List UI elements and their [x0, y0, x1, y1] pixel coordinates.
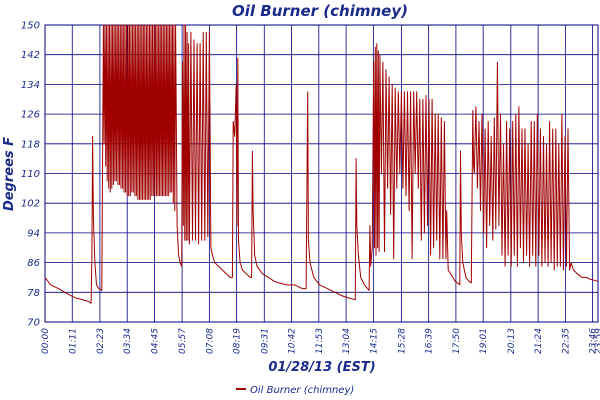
x-tick-label: 23:59	[594, 328, 600, 354]
x-tick-label: 15:28	[397, 328, 407, 354]
y-tick-label: 150	[21, 21, 40, 32]
x-tick-label: 20:13	[507, 328, 517, 354]
x-tick-label: 13:04	[342, 328, 352, 354]
x-tick-label: 22:35	[561, 328, 571, 354]
x-tick-label: 02:23	[96, 328, 106, 354]
y-tick-labels: 70 78 86 94 102 110 118 126 134 142 150	[21, 21, 40, 329]
y-axis-label: Degrees F	[2, 137, 17, 211]
y-tick-label: 94	[27, 228, 40, 239]
x-tick-label: 17:50	[452, 328, 462, 354]
x-tick-label: 03:34	[123, 328, 133, 354]
x-tick-label: 19:01	[479, 328, 489, 354]
x-tick-label: 01:11	[68, 328, 78, 354]
series-line	[44, 24, 599, 304]
x-tick-label: 04:45	[150, 328, 160, 354]
x-tick-label: 09:31	[260, 328, 270, 354]
chart-title: Oil Burner (chimney)	[232, 2, 408, 20]
x-tick-label: 21:24	[534, 328, 544, 354]
y-tick-label: 142	[21, 50, 40, 61]
y-tick-label: 126	[21, 110, 40, 121]
y-tick-label: 70	[27, 318, 40, 329]
y-tick-label: 118	[21, 139, 40, 150]
x-tick-label: 14:15	[369, 328, 379, 354]
x-axis-label: 01/28/13 (EST)	[268, 360, 375, 375]
y-tick-label: 134	[21, 80, 40, 91]
y-tick-label: 78	[27, 288, 40, 299]
x-tick-label: 10:42	[288, 328, 298, 354]
y-tick-label: 86	[27, 258, 40, 269]
legend-label: Oil Burner (chimney)	[250, 385, 354, 396]
x-tick-label: 11:53	[315, 328, 325, 354]
x-tick-label: 07:08	[205, 328, 215, 354]
y-tick-label: 102	[21, 199, 40, 210]
series-layer	[44, 24, 599, 304]
x-tick-label: 00:00	[41, 328, 51, 354]
x-tick-label: 05:57	[178, 328, 188, 354]
x-tick-label: 16:39	[425, 328, 435, 354]
legend: Oil Burner (chimney)	[236, 385, 354, 396]
x-tick-label: 08:19	[233, 328, 243, 354]
x-tick-label: 23:46	[589, 328, 599, 354]
y-tick-label: 110	[21, 169, 40, 180]
x-tick-labels: 00:00 01:11 02:23 03:34 04:45 05:57 07:08 08:19…	[41, 328, 600, 354]
